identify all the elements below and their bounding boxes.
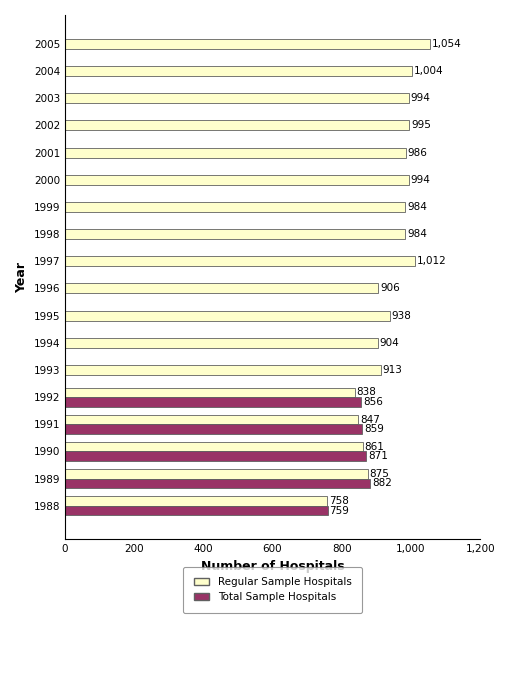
Text: 875: 875 xyxy=(369,469,388,479)
Text: 1,054: 1,054 xyxy=(431,39,460,49)
Text: 984: 984 xyxy=(406,229,426,239)
Legend: Regular Sample Hospitals, Total Sample Hospitals: Regular Sample Hospitals, Total Sample H… xyxy=(183,567,361,613)
Text: 871: 871 xyxy=(367,452,387,461)
Text: 906: 906 xyxy=(379,284,399,293)
Bar xyxy=(65,388,354,397)
Text: 759: 759 xyxy=(329,506,349,516)
Bar xyxy=(65,121,408,130)
Bar xyxy=(65,175,408,185)
Text: 994: 994 xyxy=(410,93,430,103)
Bar xyxy=(65,338,377,348)
Bar xyxy=(65,148,405,158)
Bar xyxy=(65,93,408,103)
Bar xyxy=(65,452,365,461)
Text: 1,004: 1,004 xyxy=(413,66,443,76)
Bar xyxy=(65,496,327,506)
Bar xyxy=(65,66,412,76)
Bar xyxy=(65,39,429,49)
Text: 859: 859 xyxy=(363,424,383,434)
Bar xyxy=(65,506,327,516)
Bar xyxy=(65,256,414,266)
Bar xyxy=(65,202,405,212)
Bar xyxy=(65,397,360,406)
Bar xyxy=(65,469,367,479)
Text: 758: 758 xyxy=(328,496,348,506)
Y-axis label: Year: Year xyxy=(15,262,28,293)
Text: 904: 904 xyxy=(379,338,399,348)
Bar xyxy=(65,229,405,239)
Text: 938: 938 xyxy=(390,311,410,321)
Text: 913: 913 xyxy=(382,365,402,375)
Text: 994: 994 xyxy=(410,175,430,185)
Bar xyxy=(65,479,370,488)
Text: 986: 986 xyxy=(407,148,427,158)
Bar xyxy=(65,284,378,293)
Bar xyxy=(65,311,389,321)
Text: 1,012: 1,012 xyxy=(416,256,446,266)
Bar xyxy=(65,365,380,375)
Text: 856: 856 xyxy=(362,397,382,407)
Text: 995: 995 xyxy=(410,121,430,130)
Text: 984: 984 xyxy=(406,202,426,212)
Text: 882: 882 xyxy=(371,479,391,489)
Bar xyxy=(65,415,357,425)
Bar xyxy=(65,425,361,434)
Bar xyxy=(65,442,362,452)
Text: 847: 847 xyxy=(359,415,379,425)
Text: 861: 861 xyxy=(364,441,384,452)
X-axis label: Number of Hospitals: Number of Hospitals xyxy=(201,559,344,573)
Text: 838: 838 xyxy=(356,388,376,398)
